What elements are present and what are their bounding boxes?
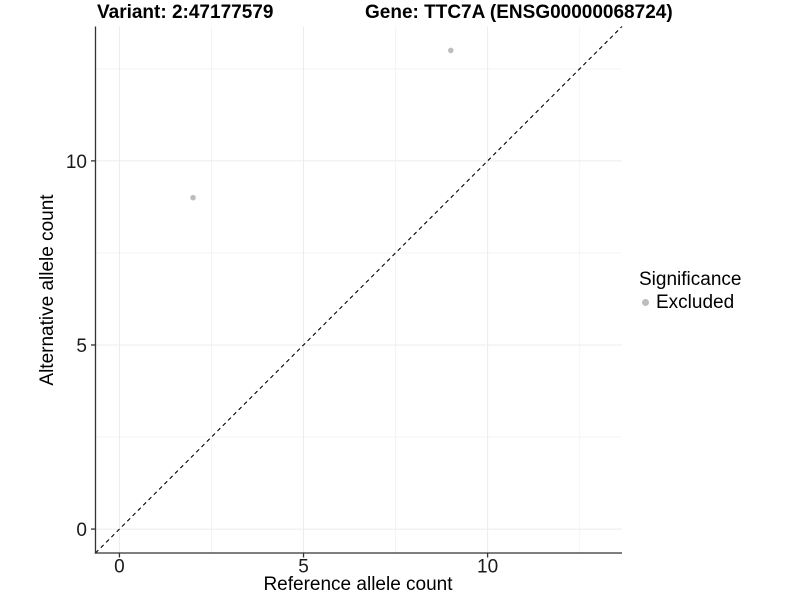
data-point [447,47,454,54]
x-axis-title: Reference allele count [263,574,453,595]
data-point [190,194,196,201]
y-tick-label: 0 [76,520,87,541]
y-axis-title: Alternative allele count [37,194,58,386]
x-tick-label: 0 [114,557,125,578]
legend: Significance Excluded [639,268,741,314]
y-tick-label: 5 [76,336,87,357]
legend-item-label: Excluded [656,292,735,313]
legend-item-excluded: Excluded [639,291,741,314]
identity-reference-line [95,26,623,554]
legend-point-icon [642,299,649,306]
x-tick-label: 5 [298,557,309,578]
x-tick-label: 10 [477,557,498,578]
y-tick-label: 10 [66,152,87,173]
plot-title-variant: Variant: 2:47177579 [97,2,274,23]
legend-title: Significance [639,269,742,290]
plot-title-gene: Gene: TTC7A (ENSG00000068724) [365,2,673,23]
